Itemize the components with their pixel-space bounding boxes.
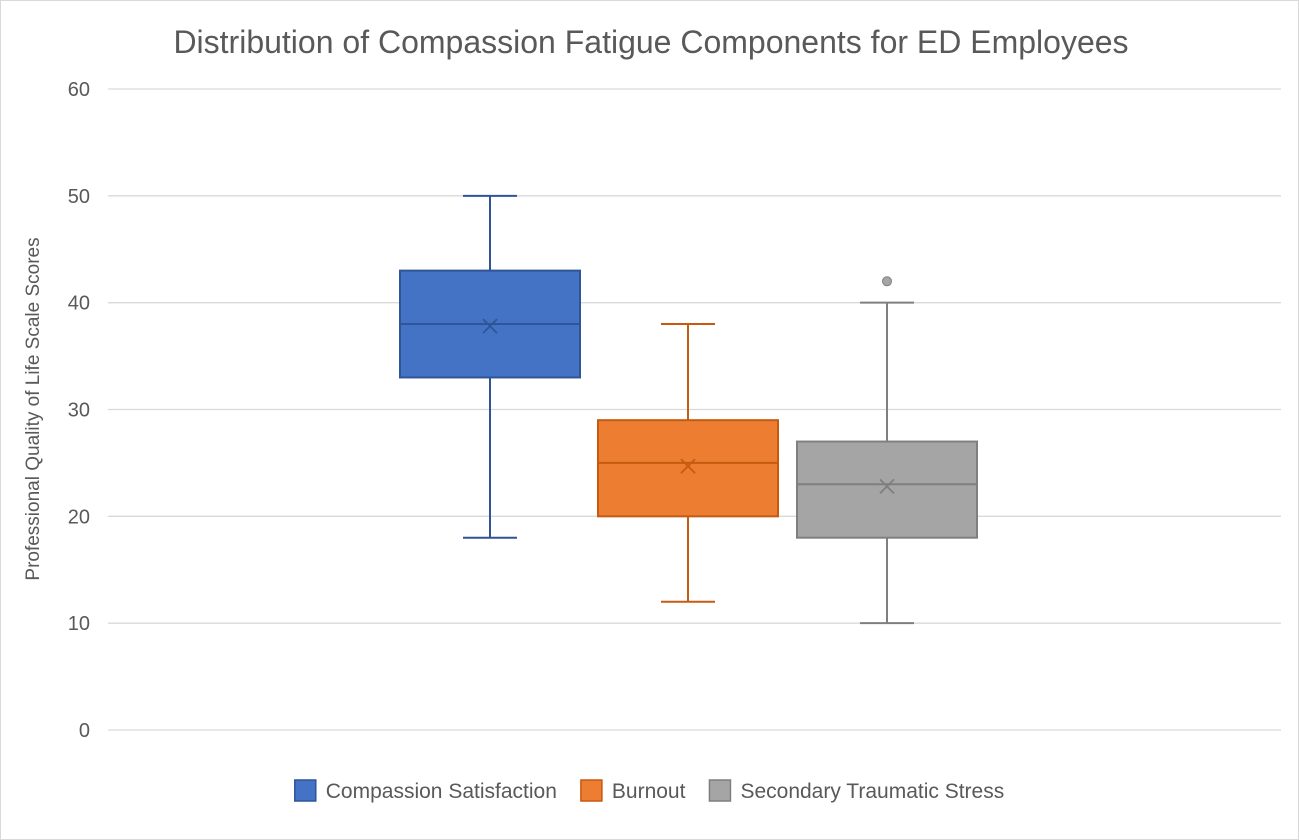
gridlines	[108, 88, 1281, 731]
legend-swatch	[708, 779, 732, 802]
legend-label: Compassion Satisfaction	[326, 780, 557, 803]
legend-label: Secondary Traumatic Stress	[740, 780, 1004, 803]
y-tick-label: 0	[79, 720, 90, 742]
legend-swatch	[580, 779, 603, 802]
y-axis-label: Professional Quality of Life Scale Score…	[23, 237, 44, 580]
legend-item-secondary-traumatic-stress: Secondary Traumatic Stress	[708, 779, 1004, 803]
box-plots	[399, 194, 978, 625]
interquartile-box	[796, 440, 978, 539]
legend-item-burnout: Burnout	[580, 779, 686, 803]
box-plot-burnout	[597, 323, 779, 603]
box-plot-compassion-satisfaction	[399, 194, 581, 539]
legend: Compassion Satisfaction Burnout Secondary …	[294, 779, 1004, 803]
y-tick-label: 10	[68, 613, 90, 635]
interquartile-box	[597, 419, 779, 518]
y-tick-label: 30	[68, 400, 90, 422]
y-tick-label: 20	[68, 506, 90, 528]
mean-marker	[879, 478, 895, 495]
legend-item-compassion-satisfaction: Compassion Satisfaction	[294, 779, 557, 803]
y-axis-tick-labels: 0 10 20 30 40 50 60	[68, 79, 90, 742]
mean-marker	[482, 318, 498, 334]
box-plot-secondary-traumatic-stress	[796, 276, 978, 625]
chart-title: Distribution of Compassion Fatigue Compo…	[173, 24, 1128, 60]
legend-swatch	[294, 779, 317, 802]
outlier-point	[882, 276, 892, 287]
y-tick-label: 50	[68, 186, 90, 208]
mean-marker	[680, 458, 696, 474]
y-tick-label: 60	[68, 79, 90, 101]
legend-label: Burnout	[612, 780, 686, 803]
y-tick-label: 40	[68, 293, 90, 315]
